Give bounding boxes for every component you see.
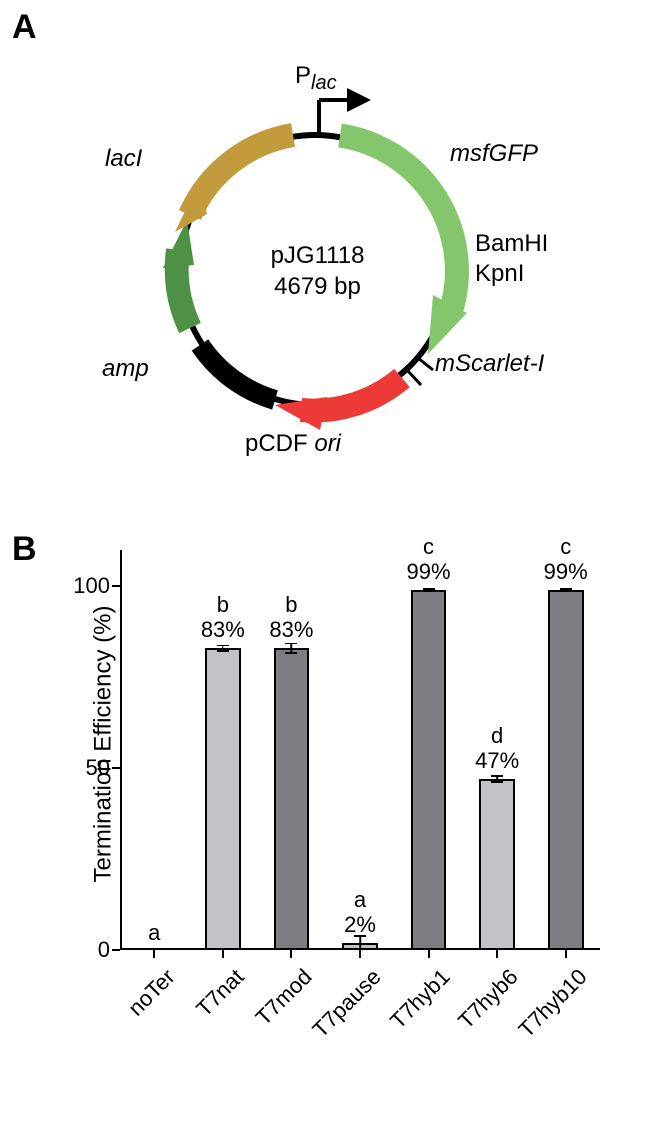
y-tick-label: 50 (86, 755, 120, 781)
pcdf-ori-arc (200, 345, 275, 400)
bar-pct: 83% (269, 617, 313, 642)
bar-annotation: c99% (544, 534, 588, 585)
x-tick (153, 950, 155, 958)
bar-annotation: c99% (407, 534, 451, 585)
plot-area: 050100anoTerb83%T7natb83%T7moda2%T7pause… (120, 550, 600, 950)
bar-annotation: a2% (344, 887, 376, 938)
promoter-sub: lac (311, 72, 337, 94)
x-tick (222, 950, 224, 958)
laci-arc (190, 135, 293, 215)
error-bar (491, 775, 503, 782)
bar-annotation: b83% (269, 592, 313, 643)
msfgfp-label: msfGFP (450, 140, 538, 168)
bar (205, 648, 241, 950)
error-bar (560, 588, 572, 592)
bar-group: b (269, 592, 313, 617)
laci-label: lacI (105, 145, 142, 173)
bamhi-tick (418, 358, 433, 370)
promoter-p: P (295, 62, 311, 89)
bar-group: a (148, 920, 160, 945)
x-tick (565, 950, 567, 958)
bar (548, 590, 584, 950)
bar-pct: 2% (344, 912, 376, 937)
y-tick-label: 0 (98, 937, 120, 963)
pcdf-label: pCDF ori (245, 430, 341, 458)
amp-label: amp (102, 355, 149, 383)
bar-group: b (201, 592, 245, 617)
plasmid-size: 4679 bp (274, 273, 361, 300)
plasmid-name: pJG1118 (271, 242, 365, 269)
bar-pct: 83% (201, 617, 245, 642)
error-bar (423, 588, 435, 592)
plasmid-map: pJG1118 4679 bp Plac msfGFP BamHI KpnI m… (70, 20, 590, 470)
bar-annotation: a (148, 920, 160, 945)
error-bar (354, 935, 366, 950)
x-tick (428, 950, 430, 958)
bar-group: d (475, 723, 519, 748)
error-bar (285, 643, 297, 654)
error-bar (217, 645, 229, 652)
bar (274, 648, 310, 950)
bar-chart: Termination Efficiency (%) 050100anoTerb… (30, 520, 630, 1100)
bar-pct: 99% (407, 559, 451, 584)
bar (411, 590, 447, 950)
promoter-label: Plac (295, 62, 337, 95)
pcdf-ori-text: ori (314, 430, 341, 457)
x-tick (496, 950, 498, 958)
kpni-label: KpnI (475, 260, 524, 288)
bar-pct: 47% (475, 748, 519, 773)
bamhi-label: BamHI (475, 230, 548, 258)
y-tick-label: 100 (73, 573, 120, 599)
y-axis (120, 550, 122, 950)
bar-group: c (407, 534, 451, 559)
bar-group: c (544, 534, 588, 559)
bar-annotation: d47% (475, 723, 519, 774)
bar (479, 779, 515, 950)
x-tick (359, 950, 361, 958)
mscarlet-label: mScarlet-I (435, 350, 544, 378)
x-tick (290, 950, 292, 958)
pcdf-text: pCDF (245, 430, 314, 457)
bar-annotation: b83% (201, 592, 245, 643)
bar-group: a (344, 887, 376, 912)
y-axis-title: Termination Efficiency (%) (89, 606, 117, 883)
panel-a-label: A (12, 8, 37, 47)
bar-pct: 99% (544, 559, 588, 584)
plasmid-center-text: pJG1118 4679 bp (250, 240, 385, 302)
kpni-tick (407, 370, 421, 385)
